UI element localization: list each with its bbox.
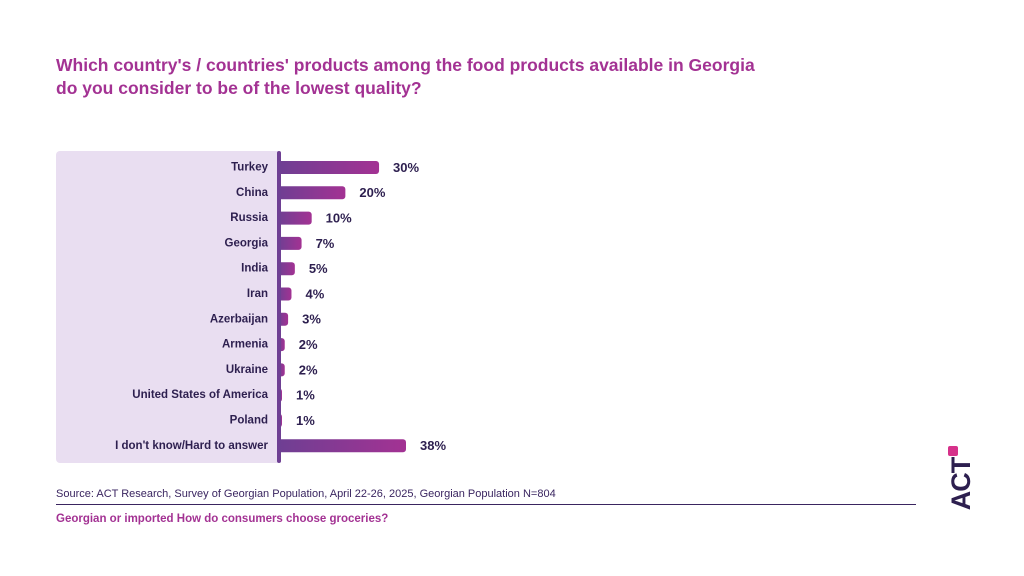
data-label: 30%: [393, 160, 419, 175]
bar: [278, 287, 292, 301]
footer-title: Georgian or imported How do consumers ch…: [56, 513, 389, 525]
category-label: Poland: [230, 415, 268, 427]
category-label: Azerbaijan: [210, 313, 268, 325]
footer-divider: [56, 504, 916, 505]
data-label: 1%: [296, 388, 315, 403]
act-logo: ACT: [946, 446, 976, 510]
category-label: Georgia: [225, 237, 269, 249]
chart-axis-line: [277, 151, 281, 463]
page-title: Which country's / countries' products am…: [56, 54, 856, 100]
category-label: Russia: [230, 212, 268, 224]
bar: [278, 262, 295, 276]
data-label: 2%: [299, 362, 318, 377]
bar: [278, 236, 302, 250]
data-label: 20%: [359, 185, 385, 200]
data-label: 3%: [302, 312, 321, 327]
category-label: Iran: [247, 288, 268, 300]
bar: [278, 211, 312, 225]
category-label: Ukraine: [226, 364, 268, 376]
bar: [278, 161, 380, 174]
chart-label-panel: [56, 151, 280, 463]
data-label: 1%: [296, 413, 315, 428]
data-label: 2%: [299, 337, 318, 352]
category-label: China: [236, 187, 269, 199]
category-label: Armenia: [222, 339, 269, 351]
title-line-2: do you consider to be of the lowest qual…: [56, 78, 422, 98]
svg-text:ACT: ACT: [946, 456, 976, 510]
data-label: 38%: [420, 438, 446, 453]
bar: [278, 439, 406, 453]
source-note: Source: ACT Research, Survey of Georgian…: [56, 488, 556, 500]
category-label: United States of America: [132, 389, 268, 401]
category-label: I don't know/Hard to answer: [115, 440, 268, 452]
title-line-1: Which country's / countries' products am…: [56, 55, 755, 75]
data-label: 5%: [309, 261, 328, 276]
bar: [278, 186, 346, 200]
data-label: 7%: [316, 236, 335, 251]
data-label: 4%: [305, 286, 324, 301]
category-label: India: [241, 263, 268, 275]
data-label: 10%: [326, 211, 352, 226]
category-label: Turkey: [231, 162, 268, 174]
